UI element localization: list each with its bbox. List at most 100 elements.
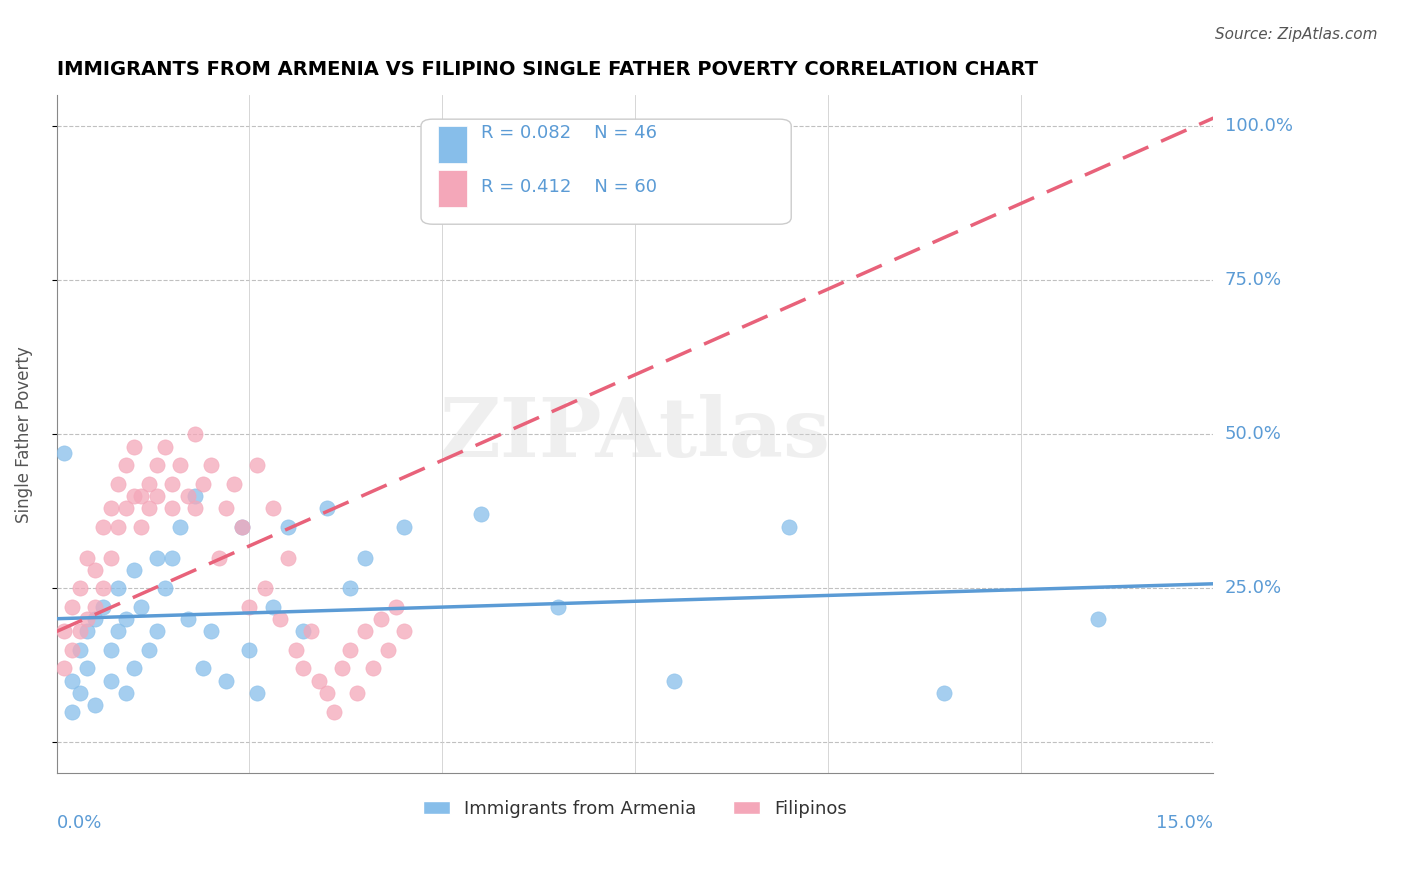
Text: ZIPAtlas: ZIPAtlas xyxy=(440,394,831,475)
Text: 75.0%: 75.0% xyxy=(1225,271,1282,289)
Point xyxy=(246,458,269,472)
Point xyxy=(107,624,129,639)
Y-axis label: Single Father Poverty: Single Father Poverty xyxy=(15,346,32,523)
Point xyxy=(91,520,114,534)
Point xyxy=(932,686,955,700)
Point xyxy=(122,489,145,503)
Point xyxy=(238,643,260,657)
Text: R = 0.082    N = 46: R = 0.082 N = 46 xyxy=(481,124,657,142)
Point xyxy=(122,563,145,577)
Point xyxy=(76,612,98,626)
Point xyxy=(91,582,114,596)
Point xyxy=(253,582,276,596)
Point xyxy=(339,582,361,596)
Point xyxy=(69,643,91,657)
Point xyxy=(84,612,107,626)
Text: IMMIGRANTS FROM ARMENIA VS FILIPINO SINGLE FATHER POVERTY CORRELATION CHART: IMMIGRANTS FROM ARMENIA VS FILIPINO SING… xyxy=(56,60,1038,78)
Point xyxy=(323,705,346,719)
Point xyxy=(215,673,238,688)
Point xyxy=(91,599,114,614)
Point xyxy=(392,624,415,639)
Point xyxy=(292,624,315,639)
Point xyxy=(346,686,368,700)
Point xyxy=(392,520,415,534)
FancyBboxPatch shape xyxy=(420,120,792,224)
Point xyxy=(277,550,299,565)
Point xyxy=(115,686,138,700)
Text: Source: ZipAtlas.com: Source: ZipAtlas.com xyxy=(1215,27,1378,42)
Point xyxy=(308,673,330,688)
Point xyxy=(115,612,138,626)
Point xyxy=(60,705,83,719)
Point xyxy=(162,501,184,516)
Point xyxy=(184,501,207,516)
Point xyxy=(146,489,169,503)
Point xyxy=(169,458,191,472)
Point xyxy=(146,624,169,639)
Point xyxy=(269,612,291,626)
Point xyxy=(146,458,169,472)
Point xyxy=(76,550,98,565)
Point xyxy=(146,550,169,565)
FancyBboxPatch shape xyxy=(439,170,467,207)
Point xyxy=(76,624,98,639)
Point xyxy=(778,520,800,534)
Point xyxy=(100,550,122,565)
Point xyxy=(100,673,122,688)
Point xyxy=(84,563,107,577)
Point xyxy=(84,698,107,713)
Point xyxy=(76,661,98,675)
Point xyxy=(1087,612,1109,626)
Text: 0.0%: 0.0% xyxy=(56,814,103,832)
Point xyxy=(277,520,299,534)
Point xyxy=(299,624,322,639)
Text: 25.0%: 25.0% xyxy=(1225,579,1282,598)
FancyBboxPatch shape xyxy=(439,126,467,163)
Point xyxy=(53,446,76,460)
Point xyxy=(100,643,122,657)
Point xyxy=(207,550,229,565)
Point xyxy=(138,501,160,516)
Point xyxy=(69,582,91,596)
Point xyxy=(131,489,153,503)
Point xyxy=(222,476,245,491)
Legend: Immigrants from Armenia, Filipinos: Immigrants from Armenia, Filipinos xyxy=(416,793,855,825)
Point xyxy=(662,673,685,688)
Point xyxy=(60,599,83,614)
Point xyxy=(138,643,160,657)
Point xyxy=(84,599,107,614)
Point xyxy=(262,501,284,516)
Point xyxy=(292,661,315,675)
Point xyxy=(169,520,191,534)
Point xyxy=(238,599,260,614)
Point xyxy=(377,643,399,657)
Point xyxy=(153,440,176,454)
Point xyxy=(315,501,337,516)
Point xyxy=(69,686,91,700)
Point xyxy=(177,489,200,503)
Point xyxy=(200,624,222,639)
Point xyxy=(339,643,361,657)
Point xyxy=(330,661,353,675)
Point xyxy=(191,661,214,675)
Text: 100.0%: 100.0% xyxy=(1225,117,1292,136)
Point xyxy=(231,520,253,534)
Point xyxy=(107,476,129,491)
Point xyxy=(361,661,384,675)
Point xyxy=(284,643,307,657)
Point xyxy=(470,508,492,522)
Point xyxy=(370,612,392,626)
Point xyxy=(184,489,207,503)
Point xyxy=(131,520,153,534)
Point xyxy=(200,458,222,472)
Point xyxy=(138,476,160,491)
Point xyxy=(53,624,76,639)
Text: 15.0%: 15.0% xyxy=(1157,814,1213,832)
Point xyxy=(131,599,153,614)
Point xyxy=(162,550,184,565)
Point xyxy=(100,501,122,516)
Point xyxy=(115,458,138,472)
Point xyxy=(191,476,214,491)
Point xyxy=(231,520,253,534)
Point xyxy=(184,427,207,442)
